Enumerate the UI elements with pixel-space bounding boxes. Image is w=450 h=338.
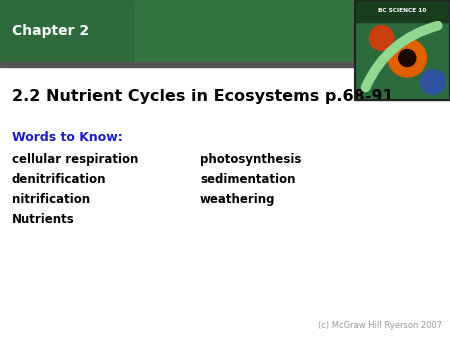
Text: photosynthesis: photosynthesis: [200, 153, 302, 166]
Circle shape: [399, 49, 416, 67]
FancyArrowPatch shape: [365, 26, 438, 88]
Bar: [355, 0, 450, 100]
Circle shape: [388, 39, 426, 77]
Bar: [135, 0, 382, 62]
Text: nitrification: nitrification: [12, 193, 90, 206]
Text: (c) McGraw Hill Ryerson 2007: (c) McGraw Hill Ryerson 2007: [318, 321, 442, 330]
Text: Chapter 2: Chapter 2: [12, 24, 89, 38]
Text: BC SCIENCE 10: BC SCIENCE 10: [378, 8, 427, 14]
Bar: [0, 62, 450, 67]
Text: weathering: weathering: [200, 193, 275, 206]
Text: Nutrients: Nutrients: [12, 213, 75, 226]
Circle shape: [369, 26, 394, 50]
Text: sedimentation: sedimentation: [200, 173, 296, 186]
Bar: [355, 0, 450, 100]
Bar: [0, 0, 450, 62]
Bar: [355, 0, 450, 22]
Text: denitrification: denitrification: [12, 173, 107, 186]
Text: 2.2 Nutrient Cycles in Ecosystems p.68-91: 2.2 Nutrient Cycles in Ecosystems p.68-9…: [12, 89, 394, 104]
Text: cellular respiration: cellular respiration: [12, 153, 139, 166]
Circle shape: [421, 70, 445, 94]
Text: Words to Know:: Words to Know:: [12, 131, 123, 144]
